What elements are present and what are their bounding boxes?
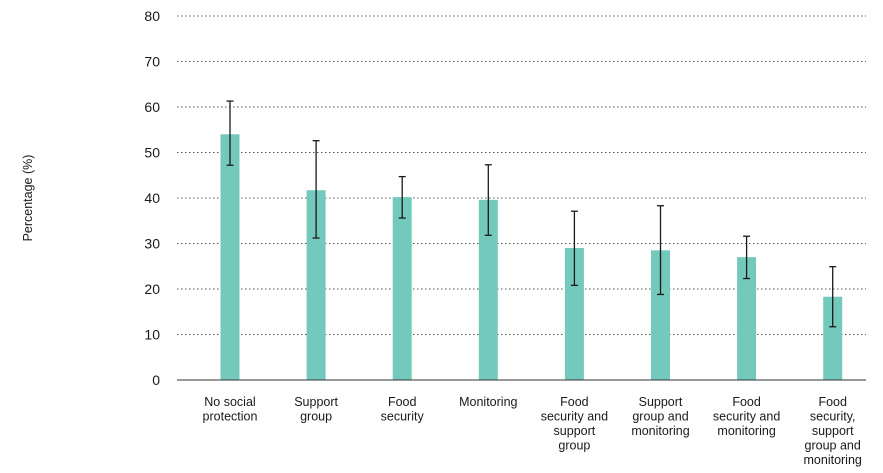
category-label-line: group (558, 439, 590, 453)
category-label-4: Monitoring (459, 395, 517, 409)
y-axis-ticks: 0 10 20 30 40 50 60 70 80 (144, 8, 160, 388)
y-tick-label-10: 10 (144, 327, 160, 343)
bar-8 (823, 296, 843, 380)
category-label-line: Support (639, 395, 683, 409)
category-label-line: Food (560, 395, 589, 409)
y-tick-label-30: 30 (144, 236, 160, 252)
category-label-line: support (554, 424, 596, 438)
category-label-line: group (300, 410, 332, 424)
bar-5 (564, 248, 584, 380)
category-label-line: support (812, 424, 854, 438)
error-bar-1 (226, 100, 234, 166)
category-label-7: Food security and monitoring (713, 395, 780, 438)
category-label-line: No social (204, 395, 255, 409)
category-label-line: monitoring (717, 424, 775, 438)
category-label-3: Food security (381, 395, 425, 424)
y-tick-label-50: 50 (144, 145, 160, 161)
category-label-line: Food (388, 395, 417, 409)
category-label-2: Support group (294, 395, 338, 424)
category-label-5: Food security and support group (541, 395, 608, 453)
error-bar-6 (657, 205, 664, 296)
y-tick-label-20: 20 (144, 281, 160, 297)
grid-lines (177, 15, 866, 335)
bar-4 (478, 199, 498, 380)
category-label-line: Monitoring (459, 395, 517, 409)
y-tick-label-70: 70 (144, 54, 160, 70)
y-tick-label-40: 40 (144, 190, 160, 206)
error-bar-2 (312, 140, 320, 239)
y-tick-label-0: 0 (152, 372, 160, 388)
bar-2 (306, 190, 326, 380)
category-label-6: Support group and monitoring (631, 395, 689, 438)
category-label-line: security (381, 410, 425, 424)
bar-6 (651, 250, 670, 380)
category-label-line: protection (203, 410, 258, 424)
category-label-line: security and (713, 410, 780, 424)
error-bar-5 (570, 210, 578, 287)
category-label-line: group and (805, 439, 861, 453)
bar-3 (392, 197, 412, 380)
y-tick-label-60: 60 (144, 99, 160, 115)
bar-7 (737, 257, 757, 380)
error-bar-3 (398, 175, 406, 219)
category-label-line: Food (818, 395, 847, 409)
y-axis-title: Percentage (%) (21, 155, 35, 242)
category-label-line: Support (294, 395, 338, 409)
category-label-line: Food (732, 395, 761, 409)
y-tick-label-80: 80 (144, 8, 160, 24)
error-bar-4 (484, 164, 492, 236)
category-label-line: monitoring (631, 424, 689, 438)
category-label-line: security and (541, 410, 608, 424)
error-bars (226, 100, 837, 328)
category-label-line: monitoring (804, 453, 862, 467)
bar-1 (220, 134, 240, 380)
category-label-8: Food security, support group and monitoring (804, 395, 862, 467)
bars (220, 134, 843, 380)
category-label-line: security, (810, 410, 856, 424)
category-label-1: No social protection (203, 395, 258, 424)
category-label-line: group and (632, 410, 688, 424)
error-bar-7 (743, 235, 751, 280)
error-bar-8 (829, 266, 837, 328)
